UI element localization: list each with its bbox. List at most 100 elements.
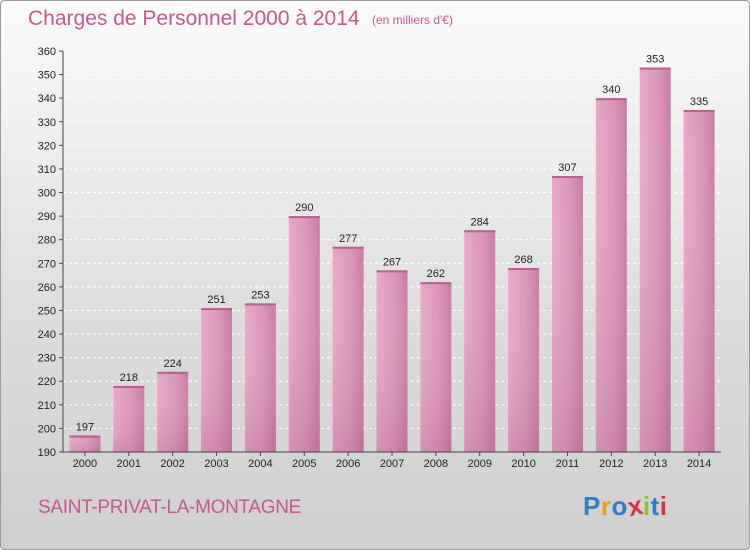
data-label: 290 — [295, 202, 313, 214]
bar-2012 — [595, 98, 627, 453]
y-tick-label: 230 — [38, 353, 56, 365]
y-tick-label: 320 — [38, 140, 56, 152]
data-label: 218 — [120, 372, 138, 384]
bar-2000 — [69, 435, 101, 452]
bar-top-edge — [639, 67, 671, 70]
bar-2007 — [376, 270, 408, 452]
bar-2011 — [551, 176, 583, 453]
bar-shade — [508, 268, 540, 452]
logo-letter: i — [642, 491, 651, 521]
x-tick-label: 2004 — [248, 458, 272, 470]
logo-letter: t — [650, 491, 660, 521]
bar-2006 — [332, 246, 364, 452]
data-label: 340 — [602, 84, 620, 96]
bar-2003 — [201, 308, 233, 452]
y-tick-label: 260 — [38, 282, 56, 294]
y-tick-label: 240 — [38, 329, 56, 341]
proxiti-logo: Proxiti — [583, 490, 668, 522]
town-name: SAINT-PRIVAT-LA-MONTAGNE — [38, 497, 302, 518]
bar-shade — [332, 246, 364, 452]
y-tick-label: 290 — [38, 211, 56, 223]
bar-top-edge — [420, 282, 452, 285]
data-label: 251 — [207, 294, 225, 306]
bar-top-edge — [201, 308, 233, 311]
label-layer: 197 218 224 251 253 290 277 267 262 284 268 307 340 3… — [76, 54, 708, 434]
bar-2010 — [508, 268, 540, 452]
bar-layer — [69, 67, 715, 453]
bar-2004 — [244, 303, 276, 452]
x-tick-label: 2008 — [424, 458, 448, 470]
bar-shade — [201, 308, 233, 452]
bar-top-edge — [332, 246, 364, 249]
bar-top-edge — [376, 270, 408, 273]
chart-subtitle: (en milliers d'€) — [372, 13, 453, 27]
x-tick-label: 2007 — [380, 458, 404, 470]
y-tick-label: 220 — [38, 376, 56, 388]
bar-top-edge — [683, 109, 715, 112]
data-label: 307 — [558, 162, 576, 174]
x-tick-label: 2002 — [160, 458, 184, 470]
bar-2001 — [113, 385, 145, 452]
logo-letter: i — [659, 491, 668, 521]
bar-shade — [69, 435, 101, 452]
y-tick-label: 280 — [38, 235, 56, 247]
x-tick-label: 2001 — [117, 458, 141, 470]
x-tick-label: 2009 — [467, 458, 491, 470]
y-tick-label: 300 — [38, 188, 56, 200]
bar-shade — [639, 67, 671, 452]
x-tick-label: 2014 — [687, 458, 711, 470]
x-tick-label: 2005 — [292, 458, 316, 470]
y-tick-label: 190 — [38, 447, 56, 459]
bar-2009 — [464, 230, 496, 452]
y-tick-label: 350 — [38, 70, 56, 82]
bar-shade — [244, 303, 276, 452]
x-tick-label: 2011 — [556, 458, 580, 470]
bar-top-edge — [157, 371, 189, 374]
data-label: 224 — [163, 358, 181, 370]
data-label: 335 — [690, 96, 708, 108]
bar-shade — [288, 216, 320, 452]
bar-shade — [376, 270, 408, 452]
bar-2005 — [288, 216, 320, 452]
x-tick-label: 2012 — [599, 458, 623, 470]
y-tick-label: 270 — [38, 258, 56, 270]
logo-letter: P — [583, 491, 601, 521]
bar-top-edge — [508, 268, 540, 271]
bar-top-edge — [464, 230, 496, 233]
logo-letter: r — [600, 491, 612, 521]
x-tick-label: 2006 — [336, 458, 360, 470]
bar-shade — [157, 371, 189, 452]
bar-2014 — [683, 109, 715, 453]
logo-letter: o — [611, 491, 628, 521]
y-tick-label: 250 — [38, 305, 56, 317]
bar-top-edge — [595, 98, 627, 101]
bar-shade — [595, 98, 627, 453]
y-tick-label: 210 — [38, 400, 56, 412]
data-label: 267 — [383, 256, 401, 268]
bar-top-edge — [244, 303, 276, 306]
bar-shade — [420, 282, 452, 452]
bar-top-edge — [69, 435, 101, 438]
axis-layer: 190 200 210 220 230 240 250 260 270 280 290 300 310 3… — [38, 46, 721, 470]
bar-top-edge — [113, 385, 145, 388]
bar-shade — [683, 109, 715, 453]
x-tick-label: 2003 — [204, 458, 228, 470]
y-tick-label: 360 — [38, 46, 56, 58]
data-label: 268 — [514, 254, 532, 266]
bar-2013 — [639, 67, 671, 452]
data-label: 253 — [251, 289, 269, 301]
bar-top-edge — [551, 176, 583, 179]
data-label: 197 — [76, 421, 94, 433]
bar-2002 — [157, 371, 189, 452]
bar-shade — [551, 176, 583, 453]
data-label: 262 — [427, 268, 445, 280]
x-tick-label: 2000 — [73, 458, 97, 470]
bar-shade — [464, 230, 496, 452]
data-label: 353 — [646, 54, 664, 66]
data-label: 284 — [471, 216, 489, 228]
bar-shade — [113, 385, 145, 452]
y-tick-label: 200 — [38, 423, 56, 435]
y-tick-label: 310 — [38, 164, 56, 176]
